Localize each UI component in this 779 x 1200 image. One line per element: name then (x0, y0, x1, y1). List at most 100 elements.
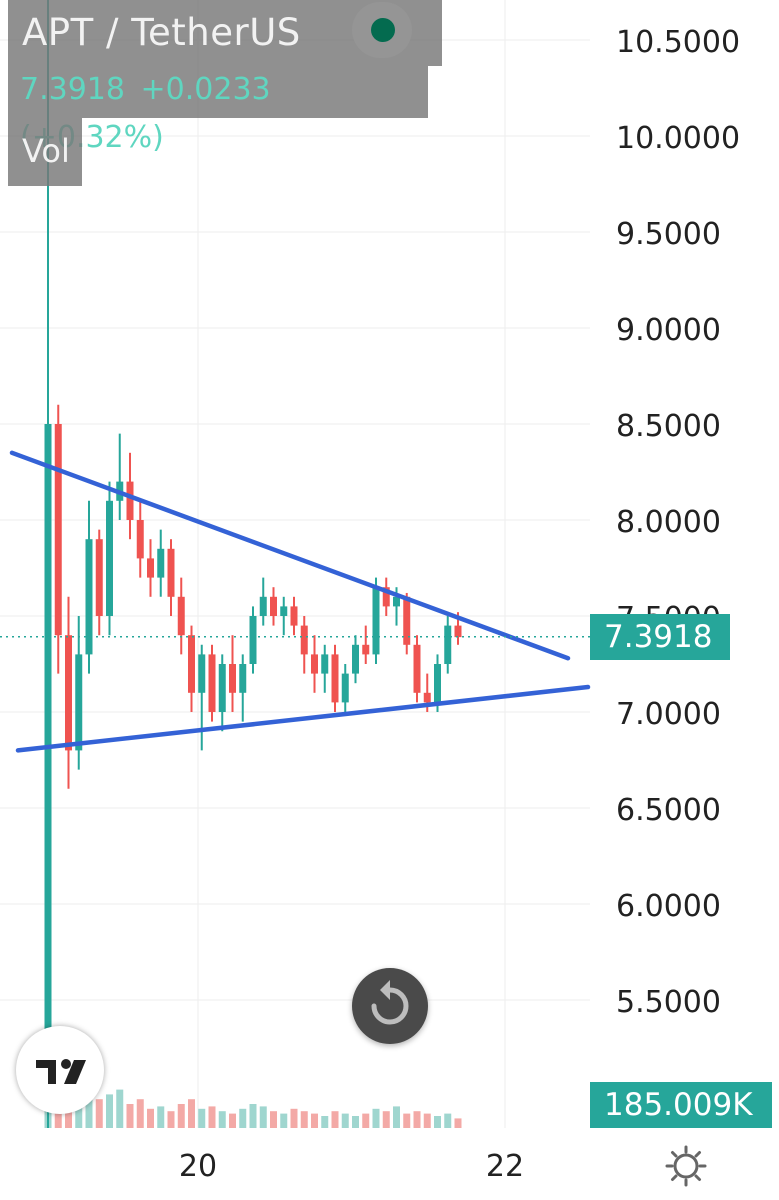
candle-body (157, 548, 165, 578)
price-change-legend: 7.3918 +0.0233 (+0.32%) (8, 66, 428, 155)
volume-bar (136, 1099, 144, 1128)
x-axis: 20 22 (179, 1149, 524, 1184)
candle-body (54, 424, 62, 636)
candle-body (75, 654, 83, 751)
volume-bar (249, 1104, 257, 1128)
volume-bar (239, 1108, 247, 1128)
candle-body (300, 625, 308, 655)
candle-body (331, 654, 339, 703)
volume-bar (188, 1099, 195, 1128)
candle-body (362, 644, 370, 655)
candle-body (352, 644, 359, 674)
reset-icon[interactable] (352, 968, 428, 1044)
volume-bar (198, 1108, 206, 1128)
volume-bar (434, 1116, 441, 1128)
candle-body (341, 673, 349, 703)
candle-body (239, 664, 247, 693)
candle-body (382, 587, 390, 607)
tradingview-logo-icon[interactable] (16, 1026, 104, 1114)
candle-body (259, 596, 267, 616)
candle-body (208, 654, 216, 712)
volume-bar (95, 1099, 103, 1128)
candle-body (393, 596, 400, 607)
volume-bar (259, 1106, 267, 1128)
y-tick-label: 6.5000 (616, 793, 721, 828)
legend-price-value: 7.3918 (20, 72, 125, 107)
volume-bar (352, 1116, 359, 1128)
volume-bar (85, 1084, 93, 1128)
candle-body (311, 654, 318, 674)
volume-bar (413, 1111, 421, 1128)
y-tick-label: 9.5000 (616, 217, 721, 252)
volume-bar (126, 1104, 134, 1128)
x-tick-label: 20 (179, 1149, 217, 1184)
candle-body (167, 548, 175, 597)
y-tick-label: 7.0000 (616, 697, 721, 732)
candle-body (434, 664, 441, 703)
volume-bar (270, 1111, 277, 1128)
volume-bar (362, 1113, 370, 1128)
trendline-lower (15, 684, 591, 753)
candle-body (188, 635, 195, 693)
volume-bar (341, 1113, 349, 1128)
candle-body (126, 481, 134, 520)
x-tick-label: 22 (486, 1149, 524, 1184)
candle-body (444, 625, 452, 664)
trendline-upper (9, 450, 571, 661)
volume-bar (106, 1094, 113, 1128)
candle-body (280, 606, 288, 616)
candle-body (270, 596, 277, 616)
volume-bar (208, 1106, 216, 1128)
volume-bar (116, 1089, 124, 1128)
candlesticks (44, 0, 462, 1128)
volume-bar (311, 1113, 318, 1128)
volume-bar (218, 1111, 226, 1128)
settings-icon[interactable] (664, 1144, 708, 1188)
volume-bar (300, 1111, 308, 1128)
candle-body (403, 596, 411, 645)
y-tick-label: 9.0000 (616, 313, 721, 348)
volume-bar (454, 1118, 462, 1128)
candle-body (136, 520, 144, 559)
y-tick-label: 6.0000 (616, 889, 721, 924)
candle-body (249, 616, 257, 664)
volume-bar (157, 1106, 165, 1128)
candle-body (65, 635, 72, 751)
volume-bar (372, 1108, 380, 1128)
vol-legend[interactable]: Vol (8, 118, 82, 186)
candle-body (423, 692, 431, 703)
volume-bar (280, 1113, 288, 1128)
candle-body (147, 558, 154, 578)
current-price-tag: 7.3918 (590, 614, 730, 660)
volume-bar (403, 1113, 411, 1128)
y-tick-label: 8.5000 (616, 409, 721, 444)
candle-body (372, 587, 380, 655)
candle-body (44, 424, 52, 1096)
candle-body (413, 644, 421, 693)
candle-body (229, 664, 236, 693)
candle-body (454, 625, 462, 638)
volume-bar (382, 1111, 390, 1128)
candle-body (290, 606, 298, 626)
volume-bar (147, 1108, 154, 1128)
y-tick-label: 5.5000 (616, 985, 721, 1020)
volume-bar (331, 1111, 339, 1128)
candle-body (106, 500, 113, 616)
candle-body (177, 596, 185, 636)
volume-bar (423, 1113, 431, 1128)
candle-body (95, 539, 103, 616)
volume-bar (290, 1108, 298, 1128)
y-tick-label: 10.5000 (616, 25, 740, 60)
live-dot-icon (352, 2, 412, 58)
y-tick-label: 10.0000 (616, 121, 740, 156)
volume-bar (393, 1106, 400, 1128)
volume-bar (229, 1113, 236, 1128)
candle-body (198, 654, 206, 693)
candle-body (218, 664, 226, 712)
volume-bar (321, 1116, 329, 1128)
y-tick-label: 8.0000 (616, 505, 721, 540)
volume-bar (177, 1104, 185, 1128)
trendlines (9, 450, 591, 753)
y-axis: 10.5000 10.0000 9.5000 9.0000 8.5000 8.0000 7.… (616, 25, 740, 1020)
candle-body (321, 654, 329, 674)
